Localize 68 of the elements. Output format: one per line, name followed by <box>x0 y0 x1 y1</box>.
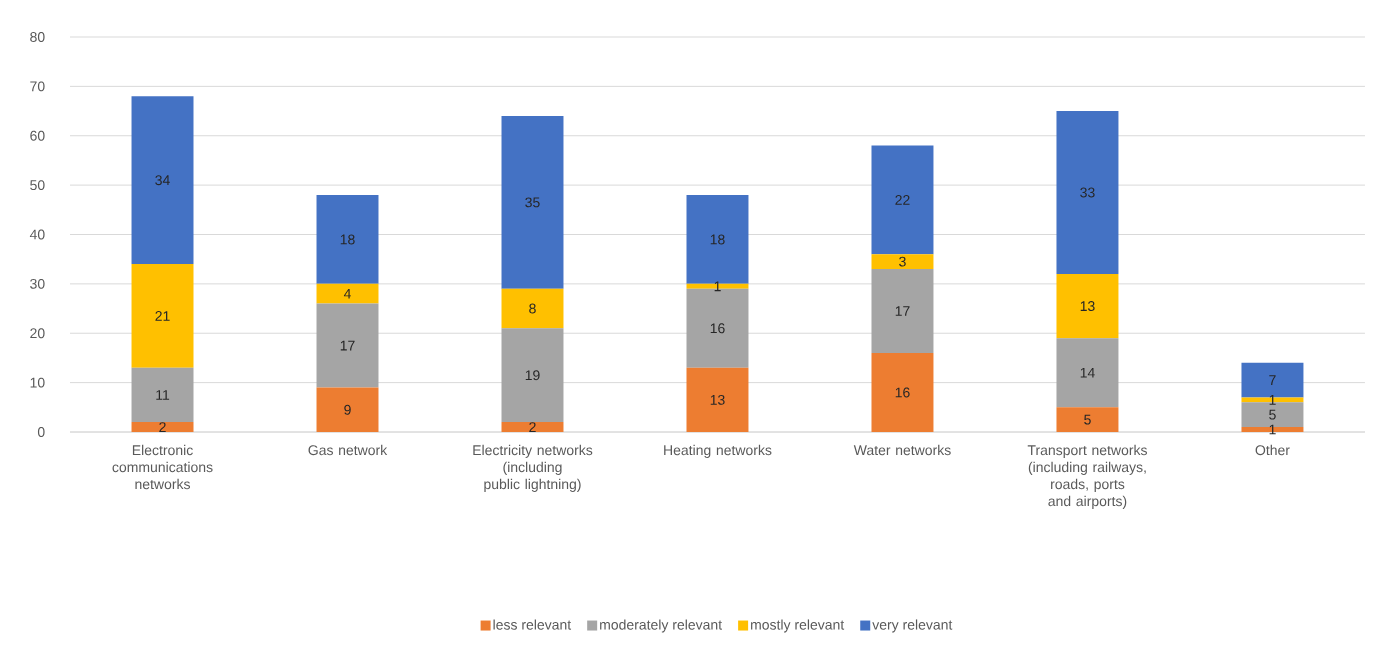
data-label: 14 <box>1080 367 1095 378</box>
bar <box>131 96 194 265</box>
data-label: 5 <box>1269 409 1276 420</box>
data-label: 3 <box>899 256 906 267</box>
y-tick-label: 70 <box>30 81 45 92</box>
bar <box>871 145 934 255</box>
data-label: 16 <box>710 323 725 334</box>
bar <box>316 303 379 388</box>
legend-label: mostly relevant <box>751 619 845 633</box>
data-label: 19 <box>525 370 540 381</box>
data-label: 35 <box>525 197 540 208</box>
bar <box>501 115 564 289</box>
y-tick-label: 0 <box>37 427 45 437</box>
x-tick-label: Transport networks (including railways, roads, ports and airports) <box>1027 444 1147 509</box>
data-label: 4 <box>343 288 351 299</box>
bar <box>871 254 934 270</box>
legend-label: moderately relevant <box>600 619 722 633</box>
bar <box>501 328 564 423</box>
bar <box>316 194 379 284</box>
data-label: 9 <box>344 404 351 415</box>
bar <box>1056 111 1119 274</box>
data-label: 7 <box>1269 375 1276 385</box>
bar <box>131 264 194 368</box>
x-tick-label: Gas network <box>308 444 388 456</box>
x-tick-label: Electricity networks (including public lightning) <box>473 444 593 492</box>
bar <box>686 367 749 432</box>
bar <box>316 387 379 432</box>
bar <box>501 288 564 329</box>
data-label: 34 <box>155 175 170 186</box>
data-label: 33 <box>1080 187 1095 198</box>
data-label: 21 <box>155 311 170 321</box>
bar <box>131 422 194 432</box>
data-label: 17 <box>340 340 355 351</box>
y-tick-label: 20 <box>30 328 45 339</box>
data-label: 18 <box>340 234 355 245</box>
bar <box>316 283 379 304</box>
bar <box>131 367 194 423</box>
data-label: 17 <box>895 306 910 316</box>
y-tick-label: 60 <box>30 130 45 141</box>
bar <box>501 422 564 432</box>
data-label: 2 <box>159 422 166 432</box>
bar <box>871 352 934 432</box>
bar <box>1056 407 1119 432</box>
data-label: 13 <box>710 394 725 405</box>
data-label: 22 <box>895 195 910 205</box>
legend-label: very relevant <box>872 619 953 633</box>
x-tick-label: Heating networks <box>664 444 772 458</box>
bar <box>1056 338 1119 408</box>
data-label: 11 <box>156 390 170 400</box>
data-label: 2 <box>529 422 536 432</box>
bar <box>1056 273 1119 339</box>
bar <box>1241 397 1304 403</box>
data-label: 1 <box>714 281 721 292</box>
bar <box>871 269 934 353</box>
y-tick-label: 30 <box>30 278 45 289</box>
x-tick-label: Water networks <box>853 444 951 456</box>
x-tick-label: Other <box>1255 444 1290 456</box>
y-tick-label: 50 <box>30 180 45 191</box>
data-label: 8 <box>529 303 536 314</box>
legend-label: less relevant <box>493 619 572 630</box>
data-label: 5 <box>1084 414 1091 425</box>
y-tick-label: 80 <box>30 32 45 42</box>
data-label: 13 <box>1080 301 1095 312</box>
data-label: 16 <box>895 387 910 398</box>
y-tick-label: 10 <box>30 377 45 388</box>
y-tick-label: 40 <box>29 229 45 240</box>
x-tick-label: Electronic communications networks <box>112 444 213 490</box>
data-label: 18 <box>710 234 725 245</box>
